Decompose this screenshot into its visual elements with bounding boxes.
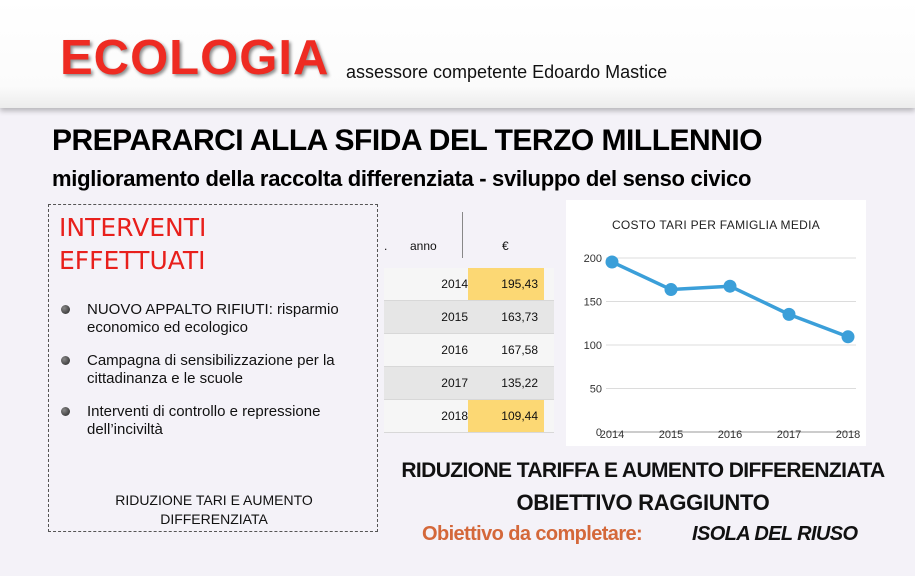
- conclusion-line1: RIDUZIONE TARIFFA E AUMENTO DIFFERENZIAT…: [401, 459, 885, 482]
- x-tick-label: 2018: [836, 429, 860, 441]
- table-cell-year: 2018: [441, 409, 468, 423]
- table-cell-value: 163,73: [501, 310, 538, 324]
- tari-chart: COSTO TARI PER FAMIGLIA MEDIA 0 50 100 150 2…: [566, 200, 866, 446]
- table-cell-year: 2014: [441, 277, 468, 291]
- interventions-footer: RIDUZIONE TARI E AUMENTO DIFFERENZIATA: [49, 491, 379, 529]
- table-row: 2017 135,22: [384, 367, 554, 400]
- chart-data-point: [605, 255, 619, 269]
- y-tick-label: 0: [596, 427, 602, 439]
- y-tick-label: 150: [584, 297, 602, 309]
- header-banner: ECOLOGIA assessore competente Edoardo Ma…: [0, 0, 915, 108]
- list-item-text: NUOVO APPALTO RIFIUTI: risparmio economi…: [87, 301, 339, 336]
- chart-series-line: [611, 260, 849, 339]
- x-tick-label: 2017: [777, 429, 801, 441]
- bullet-icon: [61, 356, 70, 365]
- x-tick-label: 2015: [659, 429, 683, 441]
- bullet-icon: [61, 407, 70, 416]
- table-row: 2016 167,58: [384, 334, 554, 367]
- chart-plot: 0 50 100 150 200 2014 2015 2016 2017 2018: [584, 253, 861, 441]
- column-header-year: anno: [410, 239, 437, 253]
- table-cell-value: 135,22: [501, 376, 538, 390]
- list-item-text: Campagna di sensibilizzazione per la cit…: [87, 352, 335, 387]
- interventions-box: INTERVENTI EFFETTUATI NUOVO APPALTO RIFI…: [48, 204, 378, 532]
- banner-subtitle: assessore competente Edoardo Mastice: [346, 62, 668, 82]
- interventions-title-line2: EFFETTUATI: [59, 246, 206, 275]
- table-cell-value: 167,58: [501, 343, 538, 357]
- table-cell-value: 109,44: [468, 400, 544, 432]
- interventions-footer-line2: DIFFERENZIATA: [160, 511, 268, 527]
- banner-title: ECOLOGIA: [60, 31, 330, 85]
- interventions-footer-line1: RIDUZIONE TARI E AUMENTO: [115, 492, 313, 508]
- interventions-title-line1: INTERVENTI: [59, 213, 207, 242]
- page-headline: PREPARARCI ALLA SFIDA DEL TERZO MILLENNI…: [52, 124, 763, 157]
- table-cell-value: 195,43: [468, 268, 544, 300]
- x-tick-label: 2016: [718, 429, 742, 441]
- table-row: 2014 195,43: [384, 268, 554, 301]
- bullet-icon: [61, 305, 70, 314]
- column-divider: [462, 212, 463, 258]
- column-header-value: €: [502, 239, 509, 253]
- table-cell-year: 2016: [441, 343, 468, 357]
- interventions-title: INTERVENTI EFFETTUATI: [59, 211, 206, 277]
- y-tick-label: 100: [584, 340, 602, 352]
- table-cell-year: 2017: [441, 376, 468, 390]
- chart-data-point: [782, 307, 796, 321]
- list-item: Interventi di controllo e repressione de…: [61, 403, 377, 439]
- interventions-list: NUOVO APPALTO RIFIUTI: risparmio economi…: [61, 301, 377, 454]
- x-tick-label: 2014: [600, 429, 624, 441]
- table-header-dot: .: [384, 239, 388, 253]
- list-item: Campagna di sensibilizzazione per la cit…: [61, 352, 377, 388]
- chart-title: COSTO TARI PER FAMIGLIA MEDIA: [611, 218, 821, 232]
- table-header: . anno €: [384, 208, 554, 268]
- chart-data-point: [664, 283, 678, 297]
- chart-data-point: [841, 330, 855, 344]
- table-row: 2015 163,73: [384, 301, 554, 334]
- tari-table: . anno € 2014 195,43 2015 163,73 2016 16…: [384, 208, 554, 433]
- y-tick-label: 50: [590, 384, 602, 396]
- list-item: NUOVO APPALTO RIFIUTI: risparmio economi…: [61, 301, 377, 337]
- pending-label: Obiettivo da completare:: [422, 523, 643, 545]
- y-tick-label: 200: [584, 253, 602, 265]
- table-row: 2018 109,44: [384, 400, 554, 433]
- list-item-text: Interventi di controllo e repressione de…: [87, 403, 321, 438]
- chart-data-point: [723, 279, 737, 293]
- pending-target: ISOLA DEL RIUSO: [692, 523, 858, 545]
- table-cell-year: 2015: [441, 310, 468, 324]
- page-subheadline: miglioramento della raccolta differenzia…: [52, 166, 752, 191]
- conclusion-line2: OBIETTIVO RAGGIUNTO: [516, 490, 770, 515]
